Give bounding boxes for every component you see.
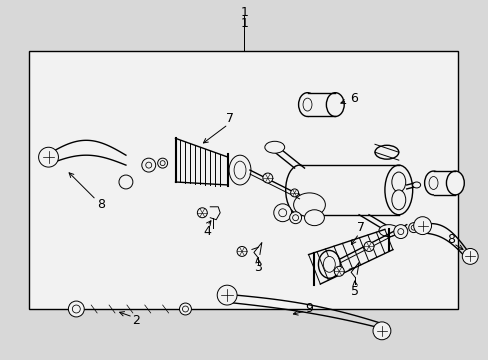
Text: 8: 8 — [447, 233, 454, 246]
Text: 5: 5 — [350, 285, 358, 298]
Bar — [28, 51, 457, 309]
Circle shape — [290, 189, 298, 197]
Circle shape — [119, 175, 133, 189]
Ellipse shape — [298, 93, 316, 117]
Circle shape — [292, 215, 298, 221]
Circle shape — [182, 306, 188, 312]
Text: 9: 9 — [305, 302, 313, 315]
Circle shape — [157, 158, 167, 168]
Text: 7: 7 — [356, 221, 365, 234]
Circle shape — [413, 217, 431, 235]
Circle shape — [237, 247, 246, 256]
Text: 1: 1 — [240, 6, 248, 19]
Bar — [433, 171, 454, 195]
Text: 4: 4 — [203, 225, 211, 238]
Circle shape — [68, 301, 84, 317]
Circle shape — [397, 229, 403, 235]
Ellipse shape — [234, 161, 245, 179]
Ellipse shape — [391, 190, 405, 210]
Circle shape — [278, 209, 286, 217]
Ellipse shape — [391, 172, 405, 192]
Ellipse shape — [229, 155, 250, 185]
Circle shape — [142, 158, 155, 172]
Ellipse shape — [384, 165, 412, 215]
Circle shape — [273, 204, 291, 222]
Ellipse shape — [304, 210, 324, 226]
Ellipse shape — [428, 176, 437, 189]
Circle shape — [145, 162, 151, 168]
Ellipse shape — [293, 193, 325, 217]
Ellipse shape — [318, 251, 340, 278]
Circle shape — [179, 303, 191, 315]
Ellipse shape — [374, 145, 398, 159]
Ellipse shape — [378, 225, 398, 237]
Ellipse shape — [446, 171, 463, 195]
Text: 2: 2 — [132, 314, 140, 327]
Circle shape — [263, 173, 272, 183]
Circle shape — [160, 161, 165, 166]
Circle shape — [364, 242, 373, 251]
Circle shape — [393, 225, 407, 239]
Circle shape — [372, 322, 390, 340]
Circle shape — [39, 147, 59, 167]
Ellipse shape — [325, 93, 344, 117]
Ellipse shape — [323, 256, 335, 272]
Ellipse shape — [303, 98, 311, 111]
Circle shape — [461, 248, 477, 264]
Text: 3: 3 — [253, 261, 261, 274]
Ellipse shape — [264, 141, 284, 153]
Circle shape — [410, 225, 415, 230]
Text: 1: 1 — [240, 17, 248, 30]
Text: 8: 8 — [97, 198, 105, 211]
Text: 7: 7 — [225, 112, 234, 125]
Circle shape — [217, 285, 237, 305]
Circle shape — [72, 305, 80, 313]
Circle shape — [334, 266, 344, 276]
Bar — [307, 93, 335, 117]
Ellipse shape — [424, 171, 442, 195]
Bar — [299, 165, 398, 215]
Circle shape — [197, 208, 207, 218]
Text: 6: 6 — [349, 92, 357, 105]
Circle shape — [289, 212, 301, 224]
Ellipse shape — [285, 165, 313, 215]
Circle shape — [408, 223, 418, 233]
Ellipse shape — [412, 182, 420, 188]
